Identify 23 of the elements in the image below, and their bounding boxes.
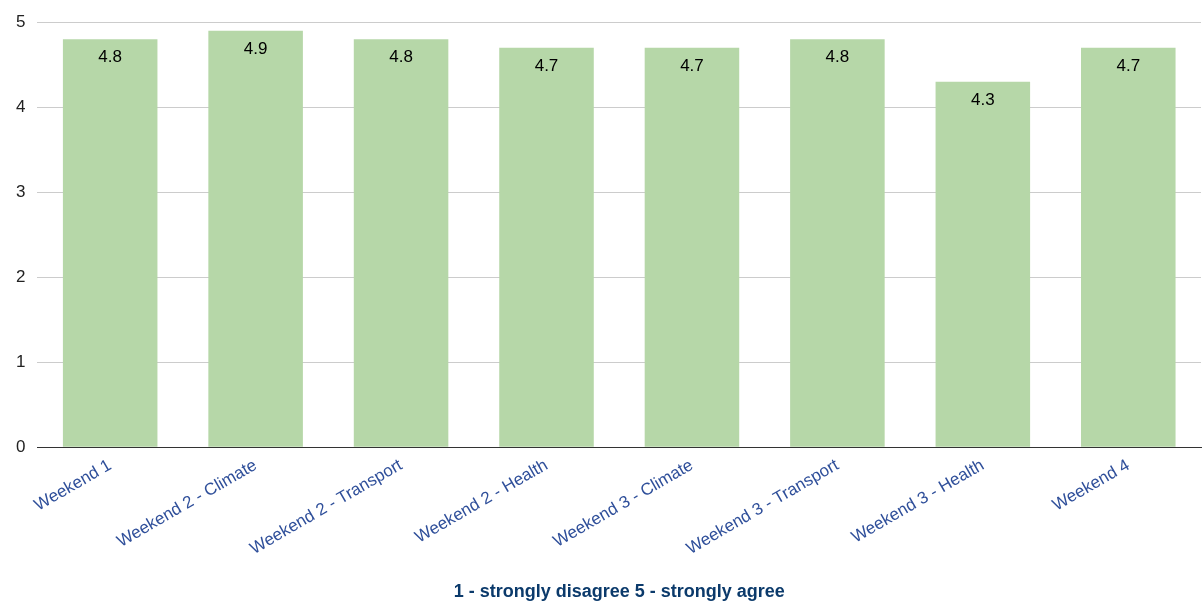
bar [644,47,740,447]
y-tick-label: 1 [15,351,26,371]
y-tick-label: 3 [15,181,26,201]
y-tick-label: 0 [15,436,26,456]
y-tick-label: 2 [15,266,26,286]
x-axis-title: 1 - strongly disagree 5 - strongly agree [453,581,785,602]
bar [499,47,594,447]
data-label: 4.3 [971,89,995,109]
bar [790,39,885,447]
data-label: 4.9 [243,38,268,58]
data-label: 4.7 [680,55,704,75]
data-label: 4.8 [98,47,122,67]
bar [1081,47,1176,447]
data-label: 4.7 [534,55,559,75]
y-tick-label: 5 [15,11,26,31]
data-label: 4.7 [1116,55,1141,75]
y-tick-label: 4 [15,96,26,116]
bar [353,39,449,447]
data-label: 4.8 [389,47,413,67]
bar [62,39,158,447]
bar [208,30,303,447]
data-label: 4.8 [825,47,850,67]
bar [935,81,1031,447]
